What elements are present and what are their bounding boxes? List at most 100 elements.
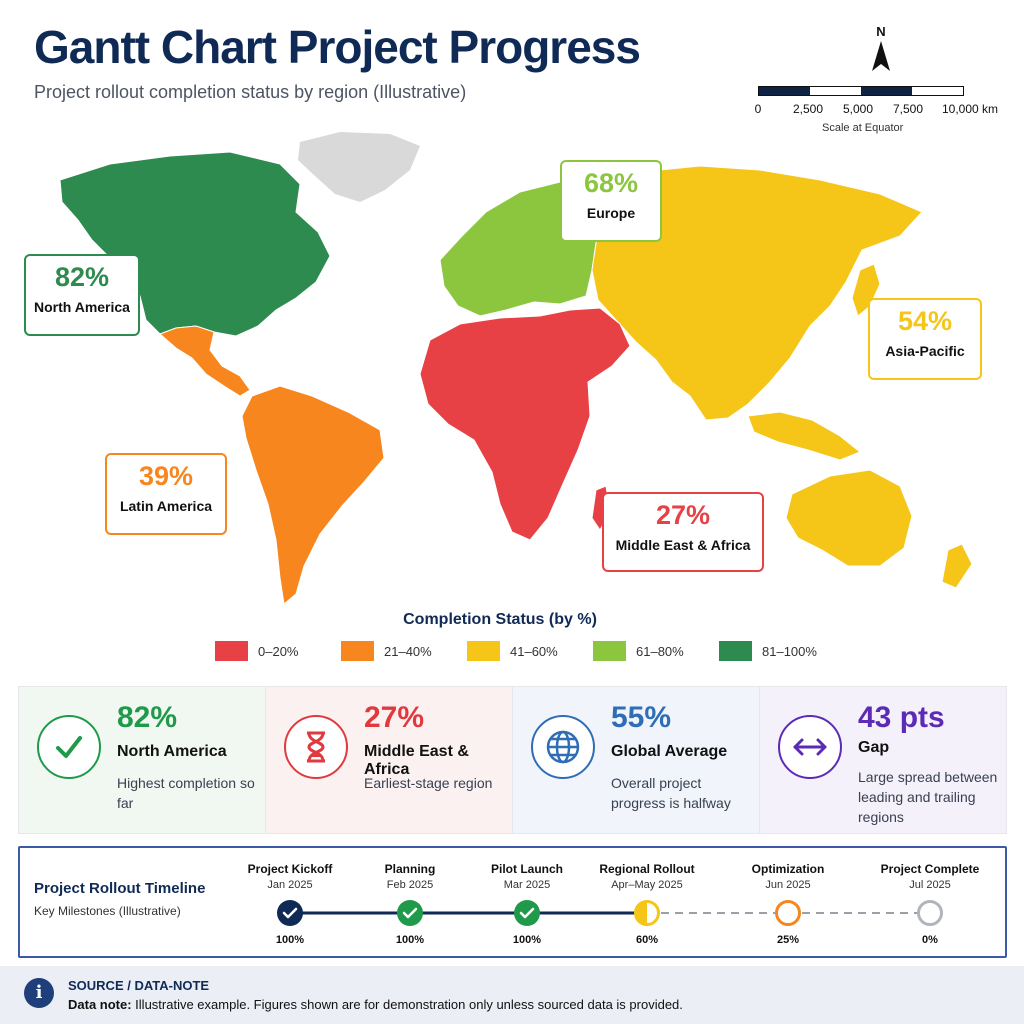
scale-tick: 10,000 km bbox=[941, 102, 999, 116]
callout-region: Asia-Pacific bbox=[885, 343, 965, 359]
milestone-label: Regional Rollout Apr–May 2025 bbox=[582, 862, 712, 891]
callout-region: Europe bbox=[586, 205, 636, 221]
stat-name: North America bbox=[117, 743, 227, 760]
legend-swatch bbox=[215, 641, 248, 661]
milestone-name: Planning bbox=[384, 862, 436, 876]
callout-region: Middle East & Africa bbox=[615, 537, 751, 553]
page-subtitle: Project rollout completion status by reg… bbox=[34, 82, 467, 102]
callout-europe: 68% Europe bbox=[560, 160, 662, 242]
timeline-title: Project Rollout Timeline bbox=[34, 880, 206, 897]
callout-asia-pacific: 54% Asia-Pacific bbox=[868, 298, 982, 380]
info-icon: i bbox=[24, 978, 54, 1008]
stat-name: Gap bbox=[858, 739, 890, 756]
callout-north-america: 82% North America bbox=[24, 254, 140, 336]
legend-swatch bbox=[719, 641, 752, 661]
stat-name: Middle East & Africa bbox=[364, 743, 469, 778]
check-icon bbox=[282, 907, 298, 919]
region-europe bbox=[439, 181, 599, 317]
double-arrow-icon bbox=[778, 715, 842, 779]
legend-item: 0–20% bbox=[215, 641, 341, 661]
source-note-text: Illustrative example. Figures shown are … bbox=[131, 997, 683, 1012]
milestone-name: Pilot Launch bbox=[491, 862, 563, 876]
stat-card-global-average: 55% Global Average Overall project progr… bbox=[513, 687, 760, 833]
legend-label: 41–60% bbox=[510, 643, 558, 659]
stat-value: 55% bbox=[611, 701, 672, 734]
check-icon bbox=[402, 907, 418, 919]
legend-label: 0–20% bbox=[258, 643, 299, 659]
callout-middle-east-africa: 27% Middle East & Africa bbox=[602, 492, 764, 572]
north-label: N bbox=[876, 24, 886, 39]
legend-label: 61–80% bbox=[636, 643, 684, 659]
scale-bar: 0 2,500 5,000 7,500 10,000 km Scale at E… bbox=[752, 86, 1012, 134]
milestone-date: Apr–May 2025 bbox=[611, 879, 683, 891]
region-middle-east-africa bbox=[419, 307, 631, 541]
milestone-percent: 100% bbox=[512, 934, 542, 946]
stat-name: Global Average bbox=[611, 743, 728, 760]
milestone-label: Project Kickoff Jan 2025 bbox=[225, 862, 355, 891]
region-south-america bbox=[241, 385, 385, 605]
callout-latin-america: 39% Latin America bbox=[105, 453, 227, 535]
legend-item: 41–60% bbox=[467, 641, 593, 661]
world-map: 82% North America 68% Europe 54% Asia-Pa… bbox=[0, 120, 1024, 620]
region-central-america bbox=[159, 325, 251, 397]
milestone-percent: 100% bbox=[395, 934, 425, 946]
timeline-track bbox=[290, 911, 930, 915]
milestone-date: Jun 2025 bbox=[765, 879, 811, 891]
callout-pct: 54% bbox=[897, 306, 953, 336]
source-note: i SOURCE / DATA-NOTE Data note: Illustra… bbox=[0, 966, 1024, 1024]
check-icon bbox=[37, 715, 101, 779]
source-text: Data note: Illustrative example. Figures… bbox=[68, 997, 683, 1012]
stat-card-middle-east-africa: 27% Middle East & Africa Earliest-stage … bbox=[266, 687, 513, 833]
scale-tick: 7,500 bbox=[892, 102, 924, 116]
source-title: SOURCE / DATA-NOTE bbox=[68, 978, 210, 993]
stat-value: 43 pts bbox=[858, 701, 945, 734]
stat-card-gap: 43 pts Gap Large spread between leading … bbox=[760, 687, 1006, 833]
stat-card-north-america: 82% North America Highest completion so … bbox=[19, 687, 266, 833]
project-timeline: Project Rollout Timeline Key Milestones … bbox=[18, 846, 1007, 958]
scale-caption: Scale at Equator bbox=[822, 122, 904, 134]
stat-desc: Highest completion so far bbox=[117, 775, 255, 811]
callout-region: North America bbox=[34, 299, 130, 315]
north-arrow-icon bbox=[872, 41, 890, 71]
page-title: Gantt Chart Project Progress bbox=[34, 21, 641, 73]
legend-title: Completion Status (by %) bbox=[403, 611, 597, 628]
callout-pct: 68% bbox=[583, 168, 639, 198]
world-map-svg bbox=[59, 132, 973, 605]
legend-swatch bbox=[593, 641, 626, 661]
globe-icon bbox=[531, 715, 595, 779]
milestone-marker bbox=[514, 900, 540, 926]
north-arrow: N bbox=[866, 24, 896, 78]
legend-label: 81–100% bbox=[762, 643, 817, 659]
milestone-percent: 60% bbox=[635, 934, 659, 946]
milestone-label: Project Complete Jul 2025 bbox=[865, 862, 995, 891]
stat-value: 82% bbox=[117, 701, 178, 734]
callout-region: Latin America bbox=[119, 498, 213, 514]
milestone-marker bbox=[917, 900, 943, 926]
legend-label: 21–40% bbox=[384, 643, 432, 659]
scale-tick: 2,500 bbox=[792, 102, 824, 116]
milestone-marker bbox=[397, 900, 423, 926]
callout-pct: 82% bbox=[54, 262, 110, 292]
stat-cards: 82% North America Highest completion so … bbox=[18, 686, 1007, 834]
region-australia bbox=[785, 469, 913, 567]
region-new-zealand bbox=[941, 543, 973, 589]
milestone-percent: 25% bbox=[776, 934, 800, 946]
milestone-date: Feb 2025 bbox=[386, 879, 434, 891]
scale-bar-graphic bbox=[758, 86, 964, 96]
scale-tick: 0 bbox=[754, 102, 762, 116]
milestone-marker bbox=[634, 900, 660, 926]
milestone-date: Mar 2025 bbox=[503, 879, 551, 891]
callout-pct: 39% bbox=[138, 461, 194, 491]
milestone-name: Optimization bbox=[751, 862, 825, 876]
stat-desc: Earliest-stage region bbox=[364, 775, 493, 791]
milestone-name: Project Kickoff bbox=[247, 862, 333, 876]
hourglass-icon bbox=[284, 715, 348, 779]
milestone-date: Jul 2025 bbox=[909, 879, 951, 891]
milestone-label: Planning Feb 2025 bbox=[345, 862, 475, 891]
milestone-name: Regional Rollout bbox=[599, 862, 695, 876]
legend-item: 61–80% bbox=[593, 641, 719, 661]
greenland-shape bbox=[298, 132, 420, 202]
milestone-percent: 100% bbox=[275, 934, 305, 946]
milestone-date: Jan 2025 bbox=[267, 879, 313, 891]
source-note-label: Data note: bbox=[68, 997, 132, 1012]
